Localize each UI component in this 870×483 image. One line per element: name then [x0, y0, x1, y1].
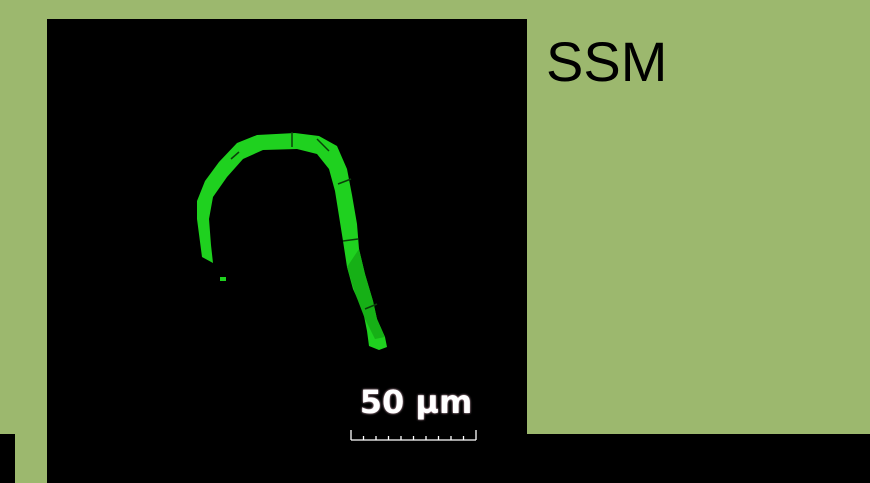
scale-bar-ruler	[350, 430, 477, 441]
filament-septa	[230, 132, 378, 310]
panel-title: SSM	[546, 30, 668, 93]
filament-shape	[197, 133, 387, 350]
filament-dark-segment	[347, 249, 385, 339]
scale-bar-label: 50 µm	[359, 383, 473, 421]
filament-drawing	[197, 132, 477, 441]
bottom-gap-strip	[15, 434, 47, 483]
filament-fragment	[220, 277, 226, 281]
micrograph-image: 50 µm	[47, 19, 527, 483]
